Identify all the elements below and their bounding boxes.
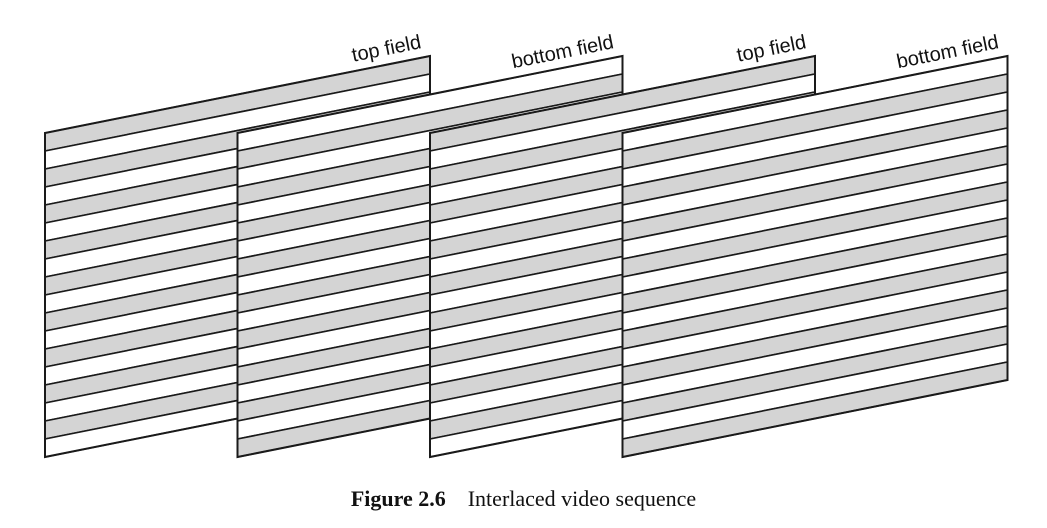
figure-title: Interlaced video sequence xyxy=(467,486,697,511)
figure-number: Figure 2.6 xyxy=(350,486,446,511)
field-plane-outline xyxy=(621,54,1009,459)
field-plane-4 xyxy=(621,54,1009,459)
figure-caption: Figure 2.6 Interlaced video sequence xyxy=(0,486,1047,512)
